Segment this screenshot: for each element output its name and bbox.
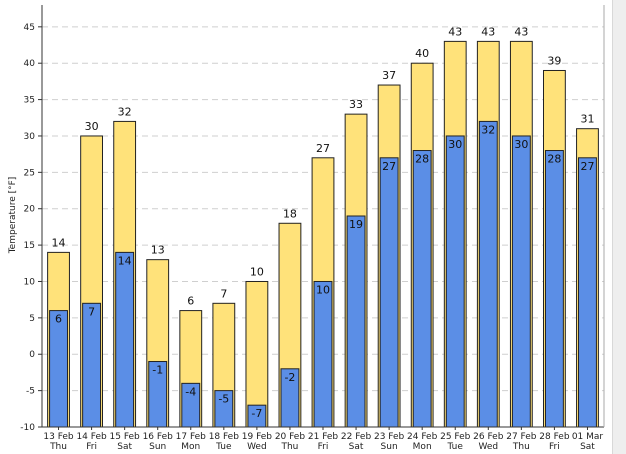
low-temp-label: 10 xyxy=(316,283,330,296)
window-side-strip xyxy=(612,0,626,454)
high-temp-label: 43 xyxy=(514,25,528,38)
low-temp-label: 32 xyxy=(481,123,495,136)
temperature-bar-chart: 14 6 30 7 32 14 13 -1 6 -4 7 -5 10 -7 18 -2 27 10 33 19 37 27… xyxy=(8,5,605,452)
low-temp-label: 28 xyxy=(547,153,561,166)
y-tick-label: -5 xyxy=(26,387,35,397)
y-tick-label: 35 xyxy=(24,96,35,106)
x-tick-day: Fri xyxy=(549,442,560,452)
x-tick-day: Sun xyxy=(149,442,166,452)
low-temp-bar xyxy=(412,150,432,428)
low-temp-label: 7 xyxy=(88,305,95,318)
y-tick-label: 20 xyxy=(24,205,36,215)
x-tick-day: Wed xyxy=(247,442,267,452)
high-temp-label: 10 xyxy=(250,265,264,278)
low-temp-label: 28 xyxy=(415,153,429,166)
y-tick-label: 40 xyxy=(24,59,36,69)
y-axis-label: Temperature [°F] xyxy=(8,177,18,255)
high-temp-label: 14 xyxy=(52,236,66,249)
x-tick-date: 16 Feb xyxy=(143,432,174,442)
x-tick-day: Tue xyxy=(447,442,464,452)
low-temp-bar xyxy=(379,157,399,428)
high-temp-label: 27 xyxy=(316,142,330,155)
high-temp-label: 31 xyxy=(580,113,594,126)
x-tick-day: Sun xyxy=(381,442,398,452)
x-tick-day: Thu xyxy=(49,442,67,452)
x-tick-day: Thu xyxy=(280,442,298,452)
low-temp-label: -2 xyxy=(284,371,295,384)
data-labels-layer: 14 6 30 7 32 14 13 -1 6 -4 7 -5 10 -7 18 -2 27 10 33 19 37 27… xyxy=(52,25,595,420)
low-temp-bar xyxy=(511,135,531,428)
low-temp-label: -4 xyxy=(185,385,196,398)
y-tick-label: -10 xyxy=(20,423,35,433)
low-temp-bar xyxy=(49,310,68,428)
x-tick-day: Mon xyxy=(413,442,432,452)
y-tick-label: 30 xyxy=(24,132,36,142)
x-tick-date: 01 Mar xyxy=(572,432,604,442)
high-temp-label: 37 xyxy=(382,69,396,82)
x-tick-date: 21 Feb xyxy=(308,432,339,442)
y-tick-label: 45 xyxy=(24,23,35,33)
x-tick-date: 18 Feb xyxy=(209,432,240,442)
y-tick-label: 5 xyxy=(29,314,35,324)
low-temp-label: 27 xyxy=(580,160,594,173)
high-temp-label: 39 xyxy=(547,54,561,67)
low-temp-bar xyxy=(578,157,597,428)
low-temp-bar xyxy=(82,302,102,428)
x-tick-day: Mon xyxy=(181,442,200,452)
high-temp-label: 40 xyxy=(415,47,429,60)
low-temp-label: 27 xyxy=(382,160,396,173)
low-temp-bar xyxy=(346,215,366,428)
low-temp-label: 6 xyxy=(55,313,62,326)
x-tick-date: 27 Feb xyxy=(506,432,537,442)
low-temp-bar xyxy=(478,120,498,428)
high-temp-label: 6 xyxy=(187,295,194,308)
high-temp-label: 33 xyxy=(349,98,363,111)
high-temp-label: 7 xyxy=(220,287,227,300)
x-tick-day: Sat xyxy=(580,442,595,452)
x-tick-date: 13 Feb xyxy=(43,432,74,442)
low-temp-bar xyxy=(115,251,135,428)
x-tick-date: 19 Feb xyxy=(242,432,273,442)
low-temp-label: -7 xyxy=(251,407,262,420)
low-temp-label: 30 xyxy=(514,138,528,151)
low-temp-bar xyxy=(445,135,465,428)
y-tick-label: 15 xyxy=(24,241,35,251)
low-temp-label: 30 xyxy=(448,138,462,151)
y-tick-label: 25 xyxy=(24,168,35,178)
x-tick-day: Tue xyxy=(215,442,232,452)
low-temp-bar xyxy=(313,280,333,428)
x-tick-date: 20 Feb xyxy=(275,432,306,442)
y-tick-label: 10 xyxy=(24,277,36,287)
x-tick-day: Wed xyxy=(478,442,498,452)
high-temp-label: 13 xyxy=(151,244,165,257)
x-tick-day: Fri xyxy=(86,442,97,452)
high-temp-label: 32 xyxy=(118,105,132,118)
high-temp-label: 43 xyxy=(448,25,462,38)
low-temp-label: -5 xyxy=(218,393,229,406)
x-tick-date: 15 Feb xyxy=(110,432,141,442)
x-tick-day: Thu xyxy=(512,442,530,452)
low-temp-bar xyxy=(544,150,564,428)
x-tick-day: Fri xyxy=(318,442,329,452)
low-temp-label: 14 xyxy=(118,254,132,267)
high-temp-label: 18 xyxy=(283,207,297,220)
x-tick-date: 22 Feb xyxy=(341,432,372,442)
low-temp-label: -1 xyxy=(152,364,163,377)
x-tick-date: 14 Feb xyxy=(76,432,107,442)
x-tick-date: 23 Feb xyxy=(374,432,405,442)
high-temp-label: 43 xyxy=(481,25,495,38)
x-tick-date: 25 Feb xyxy=(440,432,471,442)
x-tick-date: 24 Feb xyxy=(407,432,438,442)
high-temp-label: 30 xyxy=(85,120,99,133)
x-tick-day: Sat xyxy=(117,442,132,452)
x-tick-day: Sat xyxy=(349,442,364,452)
x-tick-date: 17 Feb xyxy=(176,432,207,442)
x-tick-date: 28 Feb xyxy=(539,432,570,442)
low-temp-label: 19 xyxy=(349,218,363,231)
y-tick-label: 0 xyxy=(29,350,35,360)
x-tick-date: 26 Feb xyxy=(473,432,504,442)
